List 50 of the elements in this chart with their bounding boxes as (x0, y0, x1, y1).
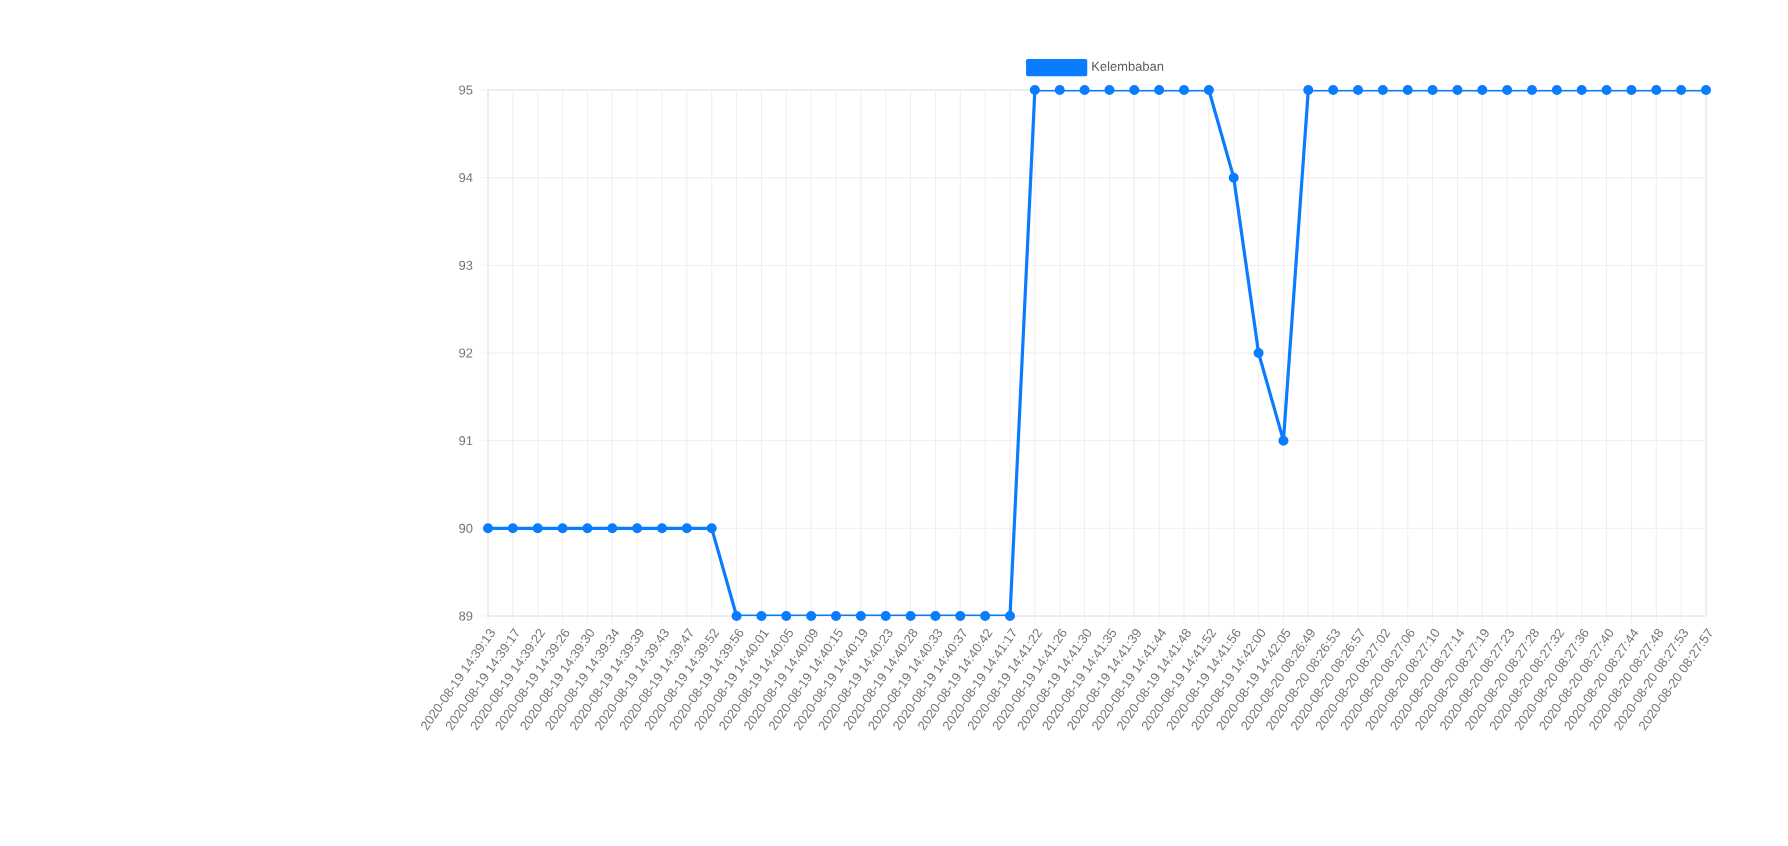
point (880, 611, 891, 621)
point (831, 611, 842, 621)
point (657, 523, 668, 534)
point (681, 523, 692, 534)
point (557, 523, 568, 534)
point (1179, 85, 1190, 95)
point (1154, 85, 1165, 95)
point (483, 523, 494, 534)
point (1576, 85, 1587, 95)
point (1402, 85, 1413, 95)
point (1551, 85, 1562, 95)
point (1527, 85, 1538, 95)
point (905, 611, 916, 621)
point (1452, 85, 1463, 95)
point (1651, 85, 1662, 95)
point (955, 611, 966, 621)
point (756, 611, 767, 621)
point (1353, 85, 1364, 95)
point (1104, 85, 1115, 95)
point (1676, 85, 1687, 95)
point (1377, 85, 1388, 95)
point (1502, 85, 1513, 95)
point (731, 611, 742, 621)
point (855, 611, 866, 621)
point (706, 523, 717, 534)
point (1129, 85, 1140, 95)
point (1228, 172, 1239, 183)
point (507, 523, 518, 534)
point (1601, 85, 1612, 95)
point (1427, 85, 1438, 95)
point (930, 611, 941, 621)
point (1328, 85, 1339, 95)
point (1701, 85, 1712, 95)
point (1477, 85, 1488, 95)
point (1253, 348, 1264, 358)
point (1278, 435, 1289, 446)
point (632, 523, 643, 534)
point (532, 523, 543, 534)
point (1005, 611, 1016, 621)
point (1626, 85, 1637, 95)
point (1054, 85, 1065, 95)
point (582, 523, 593, 534)
point (980, 611, 991, 621)
point (1079, 85, 1090, 95)
point (806, 611, 817, 621)
point (1303, 85, 1314, 95)
point (781, 611, 792, 621)
point (1029, 85, 1040, 95)
point (1203, 85, 1214, 95)
point (607, 523, 618, 534)
